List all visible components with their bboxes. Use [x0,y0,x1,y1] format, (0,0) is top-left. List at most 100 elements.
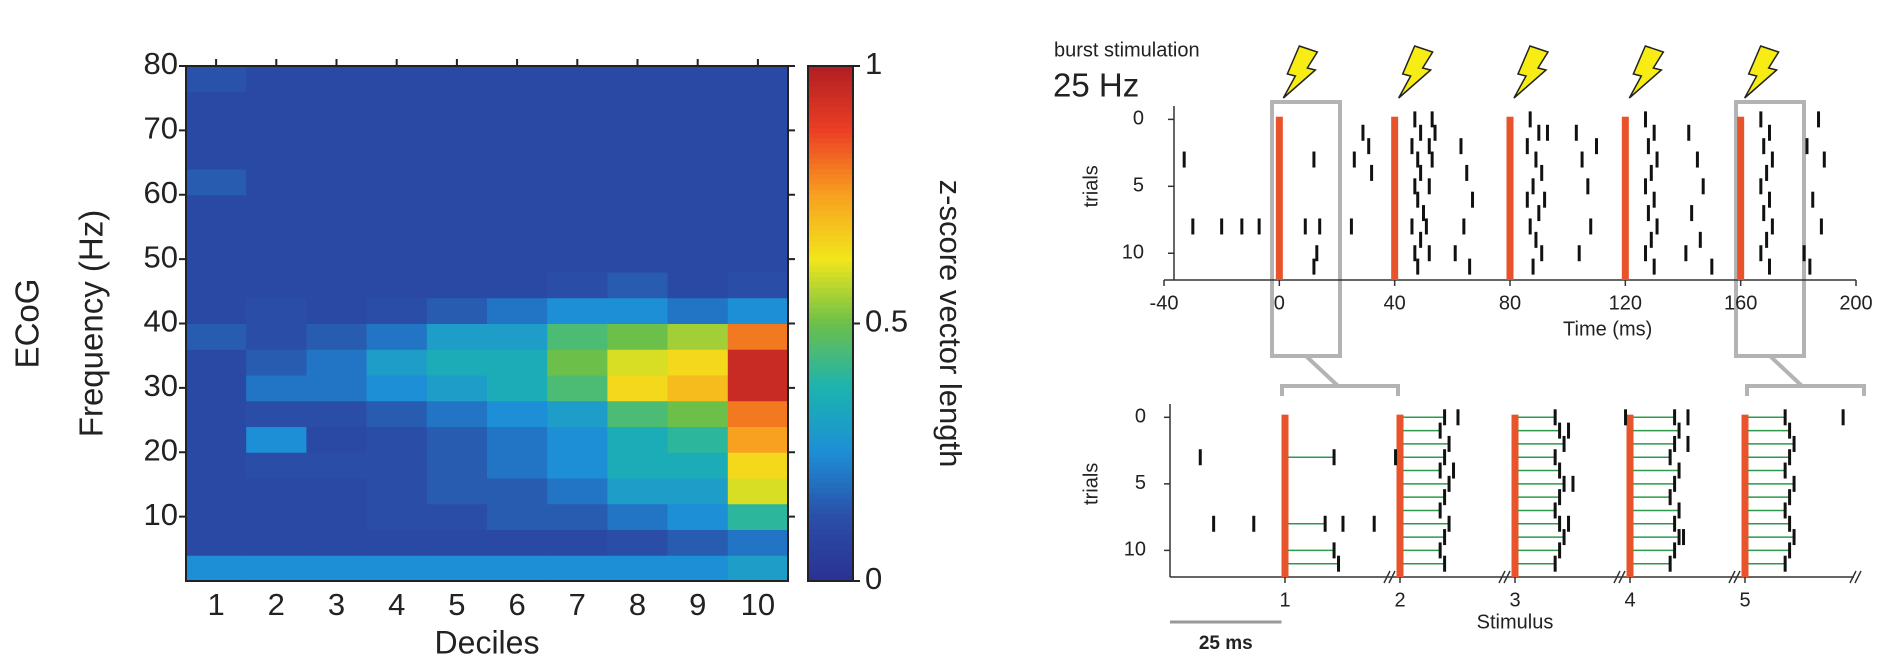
heatmap-cell [607,426,669,453]
colorbar-step [808,447,853,453]
heatmap-cell [246,400,307,427]
heatmap-cell [547,529,608,556]
lightning-bolt [1282,45,1319,99]
colorbar-step [808,493,853,500]
colorbar-step [808,215,853,222]
heatmap-cell [547,503,608,530]
heatmap-cell [607,194,669,221]
heatmap-cell [487,143,548,170]
colorbar-step [808,478,853,484]
heatmap-cell [547,169,608,196]
heatmap-cell [306,555,368,582]
colorbar-step [808,529,853,536]
x-tick-label: 3 [1509,589,1520,611]
heatmap-cell [306,323,368,350]
heatmap-cell [607,375,669,402]
heatmap-cell [426,478,488,505]
heatmap-cell [306,297,368,324]
heatmap-cell [366,117,428,144]
zoom-line [1304,354,1340,388]
heatmap-cell [306,529,368,556]
x-tick-label: 40 [1384,292,1406,314]
x-tick-label: 2 [1394,589,1405,611]
heatmap-cell [667,375,729,402]
heatmap-cell [306,169,368,196]
colorbar-step [808,153,853,160]
heatmap-cell [487,452,548,479]
y-tick-label: 20 [144,432,178,467]
heatmap-cell [727,529,789,556]
heatmap-cell [727,194,789,221]
colorbar-step [808,338,853,345]
zoom-guides [1270,100,1866,396]
heatmap-cell [186,400,247,427]
heatmap-cell [487,220,548,247]
y-tick-label: 30 [144,368,178,403]
x-tick-label: 8 [629,587,646,622]
heatmap-cell [306,91,368,118]
heatmap-cell [366,323,428,350]
colorbar-step [808,179,853,186]
heatmap-cell [727,375,789,402]
heatmap-cell [246,91,307,118]
heatmap-cell [246,246,307,273]
heatmap-cell [246,323,307,350]
y-tick-label: 10 [1124,539,1146,561]
heatmap-cell [547,478,608,505]
heatmap-cell [366,400,428,427]
heatmap-cell [246,272,307,299]
colorbar-step [808,369,853,376]
heatmap-cell [547,323,608,350]
heatmap-cell [667,169,729,196]
colorbar-step [808,220,853,227]
heatmap-cell [487,478,548,505]
heatmap-cell [366,143,428,170]
stimulus-bar [1275,116,1283,280]
heatmap-cell [426,529,488,556]
heatmap-cell [667,194,729,221]
colorbar-step [808,328,853,335]
heatmap-cell [547,297,608,324]
heatmap-cell [547,400,608,427]
heatmap-cell [306,452,368,479]
colorbar-step [808,560,853,567]
lightning-bolt [1398,45,1434,99]
heatmap-cell [306,503,368,530]
heatmap-cell [366,452,428,479]
heatmap-cell [547,246,608,273]
heatmap-cell [186,66,247,93]
y-tick-label: 10 [1122,242,1144,264]
colorbar-step [808,436,853,443]
colorbar-step [808,534,853,541]
heatmap-cell [667,66,729,93]
heatmap-cell [366,349,428,376]
colorbar-step [808,174,853,180]
stimulus-bar [1506,116,1514,280]
y-tick-label: 10 [144,497,178,532]
heatmap-cell [607,503,669,530]
colorbar-step [808,426,853,433]
lightning-bolt [1744,45,1780,99]
y-tick-label: 80 [144,46,178,81]
heatmap-cell [547,452,608,479]
heatmap-cell [426,323,488,350]
colorbar-step [808,163,853,170]
colorbar-step [808,441,853,448]
colorbar-step [808,96,853,103]
heatmap-cell [306,143,368,170]
heatmap-cell [186,272,247,299]
heatmap-cell [547,194,608,221]
heatmap-cell [667,246,729,273]
colorbar-step [808,575,853,582]
colorbar-step [808,277,853,283]
heatmap-cell [487,117,548,144]
heatmap-cell [487,91,548,118]
colorbar-step [808,318,853,325]
heatmap-cell [366,375,428,402]
heatmap-cell [306,194,368,221]
heatmap-cell [667,529,729,556]
heatmap-cell [186,478,247,505]
colorbar-step [808,225,853,232]
colorbar-step [808,462,853,469]
axis-break [1388,570,1396,584]
